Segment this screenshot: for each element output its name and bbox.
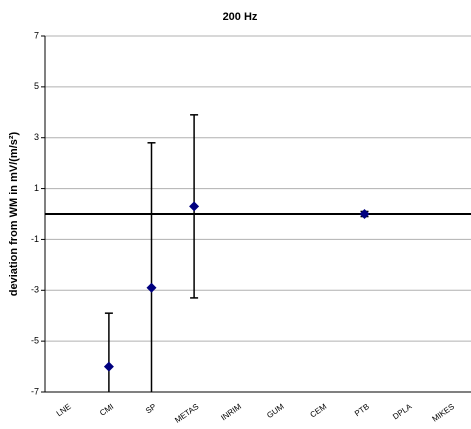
x-tick-label: SP bbox=[144, 402, 158, 415]
x-tick-label: DPLA bbox=[391, 402, 414, 422]
marker bbox=[103, 361, 114, 372]
y-tick-label: 5 bbox=[34, 81, 39, 91]
y-tick-label: -3 bbox=[31, 285, 39, 295]
marker bbox=[359, 209, 370, 219]
y-tick-label: 7 bbox=[34, 30, 39, 40]
y-tick-label: 1 bbox=[34, 183, 39, 193]
marker bbox=[189, 201, 200, 212]
y-tick-label: -1 bbox=[31, 234, 39, 244]
x-tick-label: INRIM bbox=[219, 402, 243, 423]
marker bbox=[146, 282, 157, 293]
x-tick-label: MIKES bbox=[430, 402, 456, 424]
x-tick-label: CMI bbox=[98, 402, 115, 418]
y-axis-label: deviation from WM in mV/(m/s²) bbox=[8, 131, 20, 296]
x-tick-label: GUM bbox=[265, 402, 286, 420]
x-tick-label: LNE bbox=[55, 402, 73, 418]
plot-area bbox=[103, 114, 370, 392]
y-tick-label: -5 bbox=[31, 336, 39, 346]
x-tick-label: METAS bbox=[173, 402, 200, 425]
x-tick-label: CEM bbox=[309, 402, 329, 420]
chart-title: 200 Hz bbox=[223, 11, 258, 23]
y-tick-label: 3 bbox=[34, 132, 39, 142]
x-tick-label: PTB bbox=[353, 402, 371, 418]
y-tick-label: -7 bbox=[31, 386, 39, 396]
